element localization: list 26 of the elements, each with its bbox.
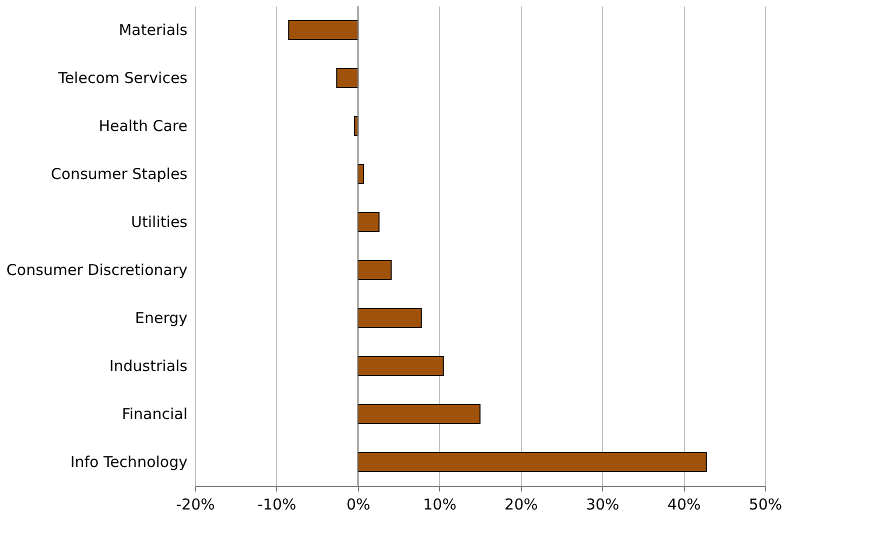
x-tick-label: -10% [258, 496, 296, 514]
bar [288, 20, 358, 40]
bar [357, 452, 707, 472]
y-tick-label: Industrials [109, 357, 188, 375]
y-tick-label: Consumer Staples [50, 165, 188, 183]
y-tick-label: Telecom Services [57, 69, 188, 87]
bar [357, 308, 422, 328]
x-tick-label: 10% [423, 496, 456, 514]
x-tick-label: 50% [748, 496, 782, 514]
x-tick-label: 40% [667, 496, 701, 514]
bar [357, 260, 392, 280]
bar [336, 68, 358, 88]
bar [357, 212, 380, 232]
x-tick-label: 0% [346, 496, 370, 514]
y-tick-label: Utilities [131, 213, 188, 231]
bar [357, 356, 444, 376]
y-tick-label: Info Technology [70, 453, 188, 471]
y-tick-label: Consumer Discretionary [6, 261, 188, 279]
bar [357, 404, 480, 424]
y-tick-label: Financial [122, 405, 188, 423]
y-tick-label: Health Care [98, 117, 188, 135]
x-tick-label: 20% [504, 496, 538, 514]
x-tick-label: 30% [586, 496, 620, 514]
y-tick-label: Materials [118, 21, 188, 39]
y-tick-label: Energy [134, 309, 188, 327]
x-tick-label: -20% [176, 496, 215, 514]
